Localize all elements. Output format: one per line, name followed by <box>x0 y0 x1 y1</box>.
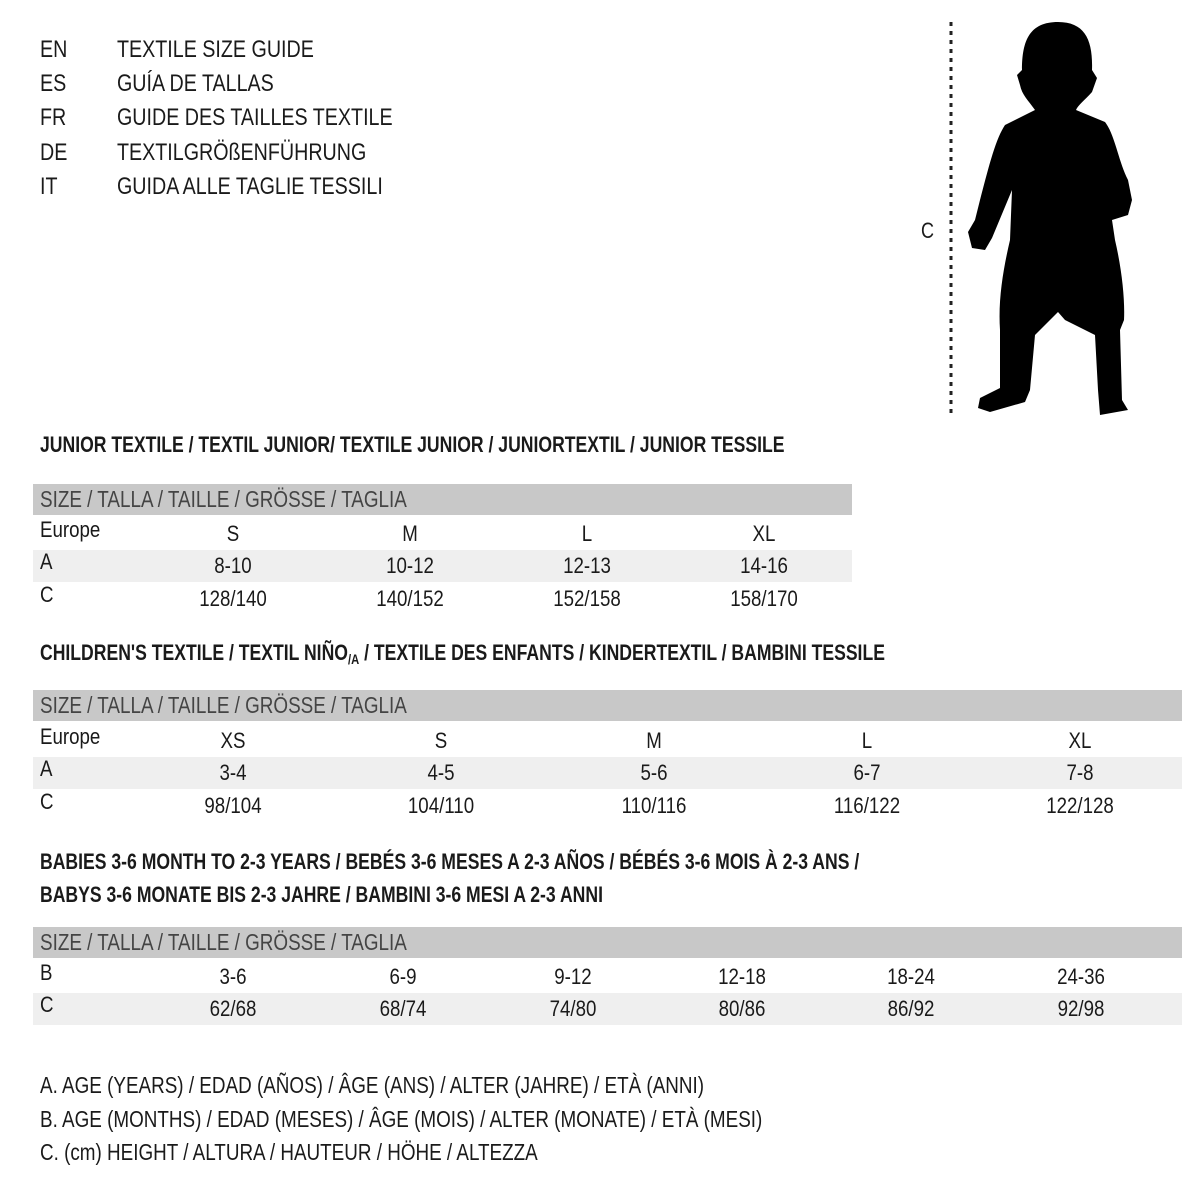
row-label: Europe <box>40 724 101 749</box>
table-cell: S <box>434 728 448 753</box>
table-cell: XS <box>220 728 246 753</box>
table-cell: 68/74 <box>379 996 427 1021</box>
height-measure-label: C <box>921 218 935 243</box>
table-cell: 122/128 <box>1046 793 1114 818</box>
children-heading: CHILDREN'S TEXTILE / TEXTIL NIÑO/A / TEX… <box>40 638 885 674</box>
table-cell: 92/98 <box>1057 996 1105 1021</box>
table-cell: 98/104 <box>204 793 262 818</box>
row-label: C <box>40 582 54 607</box>
junior-size-header: SIZE / TALLA / TAILLE / GRÖSSE / TAGLIA <box>33 484 852 515</box>
table-cell: 6-7 <box>853 760 881 785</box>
table-cell: XL <box>1068 728 1092 753</box>
title-text: TEXTILE SIZE GUIDE <box>117 36 314 63</box>
babies-heading-line2: BABYS 3-6 MONATE BIS 2-3 JAHRE / BAMBINI… <box>40 882 603 907</box>
row-label: Europe <box>40 517 101 542</box>
table-cell: 62/68 <box>209 996 257 1021</box>
table-cell: L <box>581 521 593 546</box>
table-cell: 158/170 <box>730 586 798 611</box>
table-cell: 110/116 <box>621 793 687 818</box>
table-cell: 4-5 <box>427 760 455 785</box>
row-shading <box>33 757 1182 789</box>
row-shading <box>33 550 852 582</box>
table-cell: 12-18 <box>718 964 766 989</box>
title-text: TEXTILGRÖßENFÜHRUNG <box>117 139 367 166</box>
table-cell: 10-12 <box>386 553 434 578</box>
row-shading <box>33 993 1182 1025</box>
lang-code: ES <box>40 70 67 97</box>
children-heading-rest: / TEXTILE DES ENFANTS / KINDERTEXTIL / B… <box>359 640 885 665</box>
table-cell: 128/140 <box>199 586 267 611</box>
table-cell: 152/158 <box>553 586 621 611</box>
babies-heading-line1: BABIES 3-6 MONTH TO 2-3 YEARS / BEBÉS 3-… <box>40 849 860 874</box>
legend-c: C. (cm) HEIGHT / ALTURA / HAUTEUR / HÖHE… <box>40 1139 538 1165</box>
child-silhouette-figure <box>949 22 1132 415</box>
table-cell: L <box>861 728 873 753</box>
children-heading-sub: /A <box>347 651 360 667</box>
children-size-header: SIZE / TALLA / TAILLE / GRÖSSE / TAGLIA <box>33 690 1182 721</box>
table-cell: 3-6 <box>219 964 247 989</box>
title-text: GUIDA ALLE TAGLIE TESSILI <box>117 173 383 200</box>
table-cell: 104/110 <box>407 793 475 818</box>
title-text: GUÍA DE TALLAS <box>117 70 274 97</box>
child-silhouette-icon <box>968 22 1132 415</box>
table-cell: 7-8 <box>1066 760 1094 785</box>
table-cell: 3-4 <box>219 760 247 785</box>
table-cell: 24-36 <box>1057 964 1105 989</box>
row-label: C <box>40 992 54 1017</box>
size-header-text: SIZE / TALLA / TAILLE / GRÖSSE / TAGLIA <box>40 692 407 718</box>
table-cell: 140/152 <box>376 586 444 611</box>
lang-code: IT <box>40 173 58 200</box>
junior-heading: JUNIOR TEXTILE / TEXTIL JUNIOR/ TEXTILE … <box>40 432 785 457</box>
legend-a: A. AGE (YEARS) / EDAD (AÑOS) / ÂGE (ANS)… <box>40 1072 705 1098</box>
row-label: B <box>40 960 53 985</box>
size-header-text: SIZE / TALLA / TAILLE / GRÖSSE / TAGLIA <box>40 929 407 955</box>
babies-size-header: SIZE / TALLA / TAILLE / GRÖSSE / TAGLIA <box>33 927 1182 958</box>
table-cell: 9-12 <box>554 964 592 989</box>
table-cell: XL <box>752 521 776 546</box>
legend-b: B. AGE (MONTHS) / EDAD (MESES) / ÂGE (MO… <box>40 1106 763 1132</box>
table-cell: S <box>226 521 240 546</box>
title-text: GUIDE DES TAILLES TEXTILE <box>117 104 393 131</box>
table-cell: 74/80 <box>549 996 597 1021</box>
table-cell: M <box>402 521 418 546</box>
table-cell: 116/122 <box>833 793 901 818</box>
table-cell: 5-6 <box>640 760 668 785</box>
table-cell: 80/86 <box>718 996 766 1021</box>
row-label: C <box>40 789 54 814</box>
children-heading-main: CHILDREN'S TEXTILE / TEXTIL NIÑO <box>40 640 348 665</box>
row-label: A <box>40 549 53 574</box>
lang-code: FR <box>40 104 67 131</box>
lang-code: DE <box>40 139 68 166</box>
table-cell: 12-13 <box>563 553 611 578</box>
table-cell: 18-24 <box>887 964 935 989</box>
table-cell: 86/92 <box>887 996 935 1021</box>
table-cell: 14-16 <box>740 553 788 578</box>
row-label: A <box>40 756 53 781</box>
size-header-text: SIZE / TALLA / TAILLE / GRÖSSE / TAGLIA <box>40 486 407 512</box>
table-cell: M <box>646 728 662 753</box>
table-cell: 6-9 <box>389 964 417 989</box>
lang-code: EN <box>40 36 68 63</box>
table-cell: 8-10 <box>214 553 252 578</box>
